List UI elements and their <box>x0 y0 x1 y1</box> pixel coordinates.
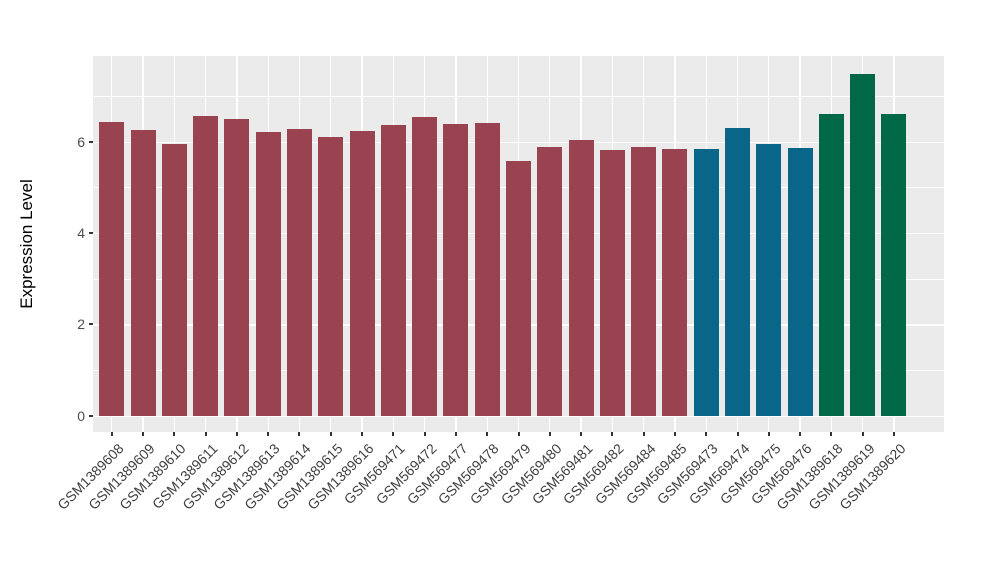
x-tick-mark-GSM569484 <box>642 432 645 436</box>
bar-GSM569478 <box>474 123 500 416</box>
bar-GSM1389612 <box>224 118 250 416</box>
y-tick-mark-2 <box>89 323 93 326</box>
bar-GSM569476 <box>787 147 813 416</box>
x-tick-mark-GSM569482 <box>611 432 614 436</box>
bar-GSM1389619 <box>850 74 876 416</box>
bar-GSM569480 <box>537 147 563 416</box>
x-tick-mark-GSM569485 <box>673 432 676 436</box>
x-tick-mark-GSM569476 <box>799 432 802 436</box>
x-tick-mark-GSM1389612 <box>235 432 238 436</box>
bar-GSM569479 <box>505 160 531 416</box>
plot-panel <box>93 56 944 432</box>
bar-GSM1389618 <box>818 113 844 416</box>
x-tick-mark-GSM1389611 <box>204 432 207 436</box>
bar-GSM569482 <box>599 149 625 416</box>
x-tick-mark-GSM569478 <box>486 432 489 436</box>
bar-GSM1389610 <box>161 143 187 416</box>
bar-GSM569485 <box>662 148 688 416</box>
bar-GSM1389620 <box>881 114 907 416</box>
x-tick-mark-GSM1389608 <box>110 432 113 436</box>
x-tick-mark-GSM1389613 <box>267 432 270 436</box>
y-tick-mark-0 <box>89 414 93 417</box>
bar-GSM569471 <box>380 125 406 416</box>
x-tick-mark-GSM569474 <box>736 432 739 436</box>
y-tick-label-2: 2 <box>77 316 85 333</box>
bar-GSM1389615 <box>318 137 344 416</box>
x-tick-mark-GSM569477 <box>454 432 457 436</box>
bar-GSM569474 <box>724 128 750 416</box>
y-tick-label-4: 4 <box>77 225 85 242</box>
bar-GSM1389611 <box>193 116 219 416</box>
x-tick-mark-GSM1389620 <box>892 432 895 436</box>
x-tick-mark-GSM1389615 <box>329 432 332 436</box>
x-tick-mark-GSM569479 <box>517 432 520 436</box>
bar-GSM569481 <box>568 139 594 416</box>
bar-GSM569484 <box>631 146 657 416</box>
bar-GSM569472 <box>412 117 438 416</box>
bar-GSM1389609 <box>130 129 156 416</box>
bar-GSM1389613 <box>255 131 281 416</box>
y-tick-label-0: 0 <box>77 407 85 424</box>
y-axis-title: Expression Level <box>17 179 36 309</box>
x-tick-mark-GSM1389618 <box>830 432 833 436</box>
y-tick-mark-4 <box>89 232 93 235</box>
x-tick-mark-GSM569472 <box>423 432 426 436</box>
x-tick-mark-GSM569471 <box>392 432 395 436</box>
x-tick-mark-GSM569473 <box>705 432 708 436</box>
x-tick-mark-GSM569480 <box>548 432 551 436</box>
x-tick-mark-GSM1389614 <box>298 432 301 436</box>
x-tick-mark-GSM1389609 <box>142 432 145 436</box>
x-tick-mark-GSM1389610 <box>173 432 176 436</box>
bar-GSM569475 <box>756 144 782 416</box>
x-tick-mark-GSM569481 <box>580 432 583 436</box>
y-tick-mark-6 <box>89 140 93 143</box>
bar-GSM569477 <box>443 124 469 416</box>
bar-GSM1389616 <box>349 131 375 416</box>
bar-GSM569473 <box>693 148 719 416</box>
y-tick-label-6: 6 <box>77 133 85 150</box>
x-tick-mark-GSM569475 <box>767 432 770 436</box>
x-tick-mark-GSM1389619 <box>861 432 864 436</box>
bar-GSM1389608 <box>99 122 125 416</box>
x-tick-mark-GSM1389616 <box>361 432 364 436</box>
bar-GSM1389614 <box>286 128 312 416</box>
